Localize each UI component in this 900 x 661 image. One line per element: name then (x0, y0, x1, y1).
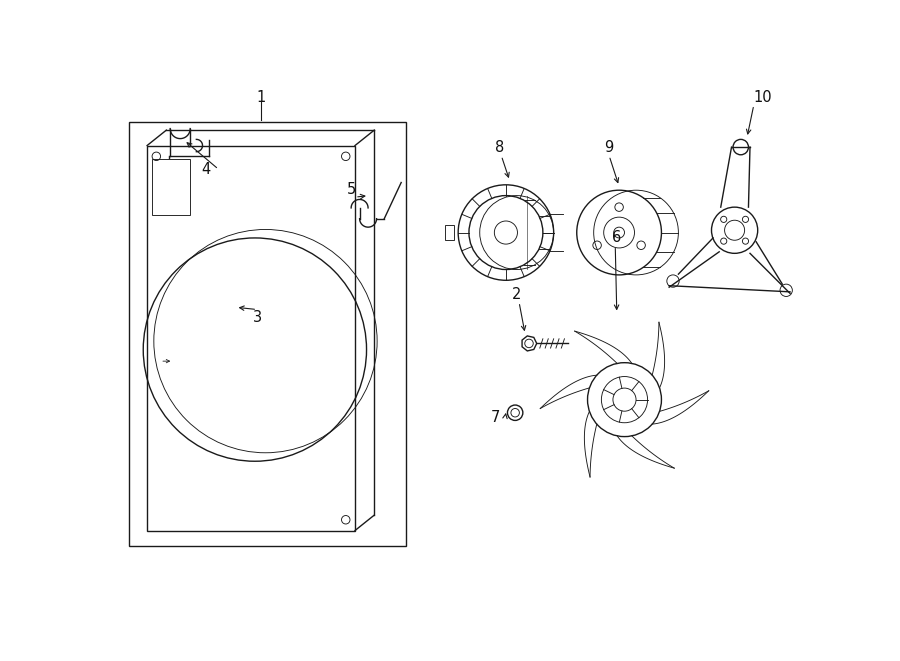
Text: 7: 7 (491, 410, 500, 425)
Text: 5: 5 (347, 182, 356, 197)
Text: 9: 9 (605, 140, 614, 155)
Text: 10: 10 (754, 89, 772, 104)
Text: 6: 6 (612, 231, 621, 245)
Text: 2: 2 (512, 287, 521, 301)
Bar (147, 145, 355, 531)
Text: 4: 4 (201, 162, 211, 177)
Bar (152, 159, 190, 215)
Text: 1: 1 (256, 89, 266, 104)
Text: 8: 8 (495, 140, 504, 155)
Bar (446, 225, 454, 240)
Bar (129, 122, 406, 546)
Text: 3: 3 (253, 310, 262, 325)
